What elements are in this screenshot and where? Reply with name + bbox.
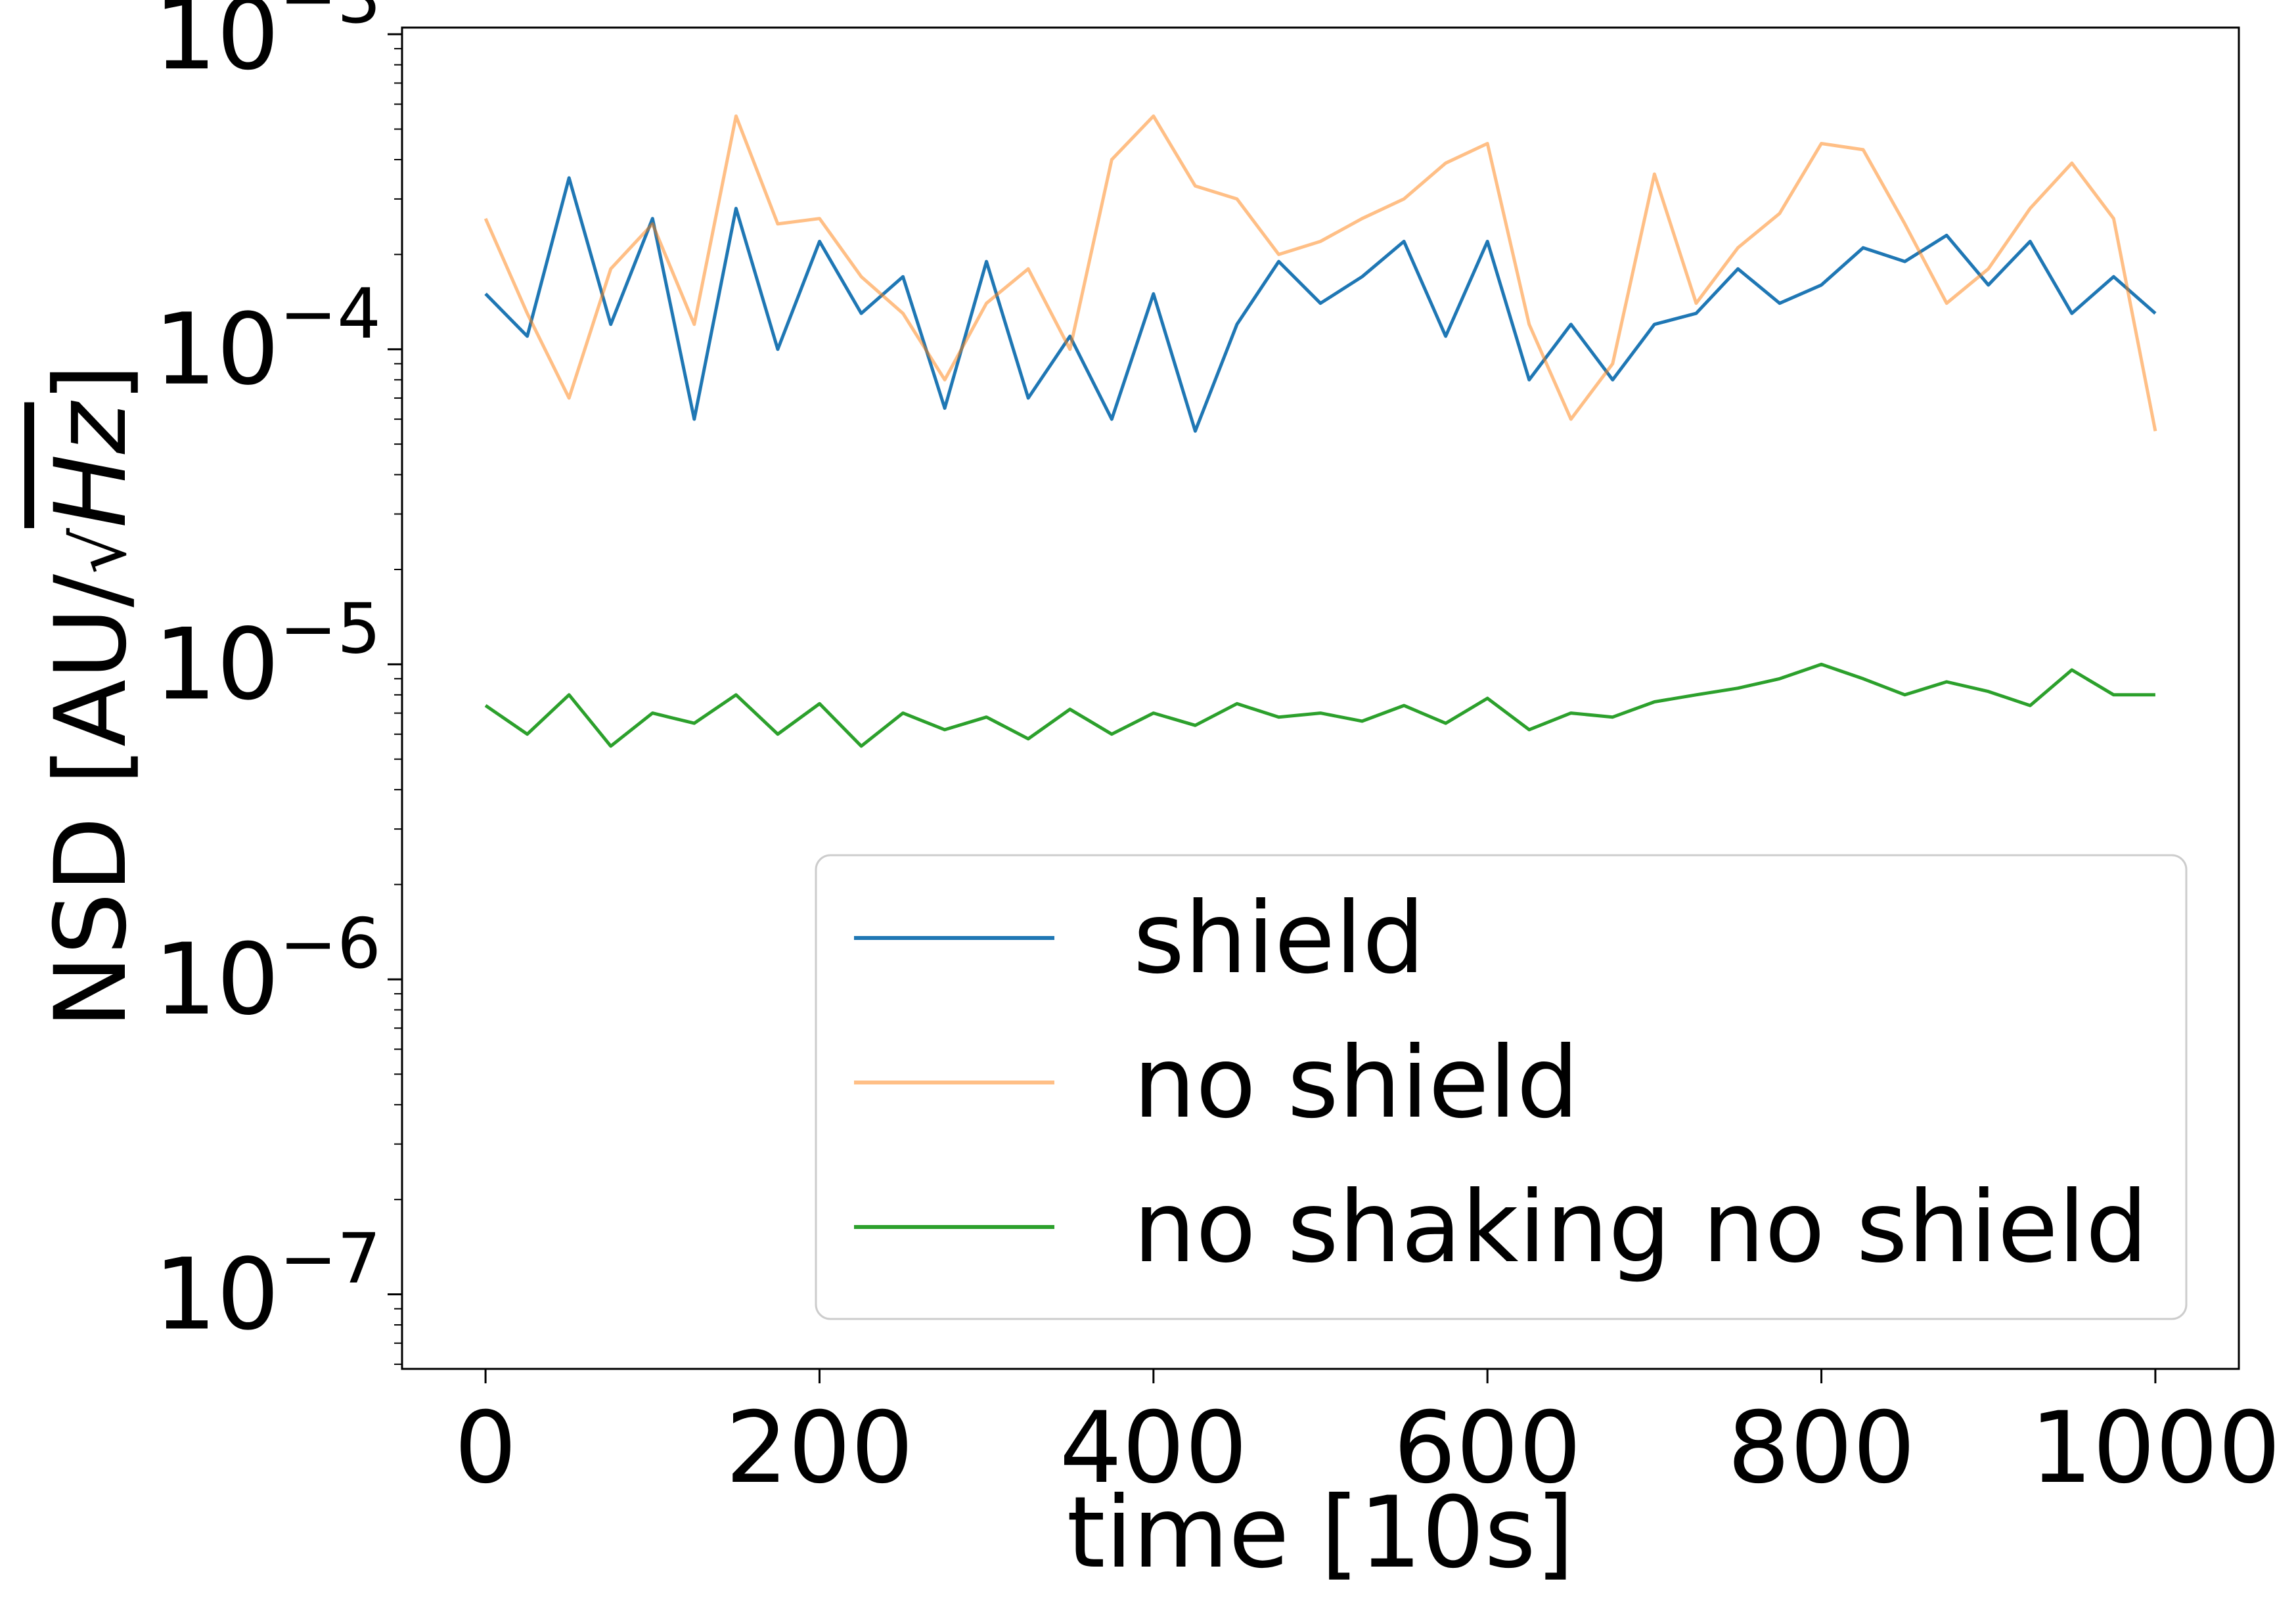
- x-tick-label-2: 400: [1060, 1391, 1248, 1506]
- y-axis-title-radicand: Hz: [34, 400, 148, 528]
- legend-box: [815, 854, 2188, 1320]
- y-axis-title-suffix: ]: [34, 364, 148, 403]
- y-axis: 10−7 10−6 10−5 10−4 10−3: [154, 0, 402, 1365]
- legend-label-2: no shaking no shield: [1133, 1171, 2148, 1285]
- x-tick-label-1: 200: [725, 1391, 913, 1506]
- x-tick-label-5: 1000: [2030, 1391, 2281, 1506]
- x-tick-label-3: 600: [1393, 1391, 1581, 1506]
- legend-label-0: shield: [1133, 881, 1425, 996]
- series-line-2: [484, 662, 2155, 748]
- svg-text:NSD [AU/√Hz]: NSD [AU/√Hz]: [34, 364, 148, 1029]
- x-tick-label-4: 800: [1727, 1391, 1915, 1506]
- y-tick-label-3: 10−4: [154, 274, 381, 407]
- y-tick-label-1: 10−6: [154, 904, 381, 1037]
- y-tick-label-2: 10−5: [154, 589, 381, 722]
- x-axis: 0 200 400 600 800 1000: [454, 1369, 2281, 1506]
- sqrt-sign: √: [58, 527, 142, 574]
- series-layer: [484, 114, 2157, 748]
- x-tick-label-0: 0: [454, 1391, 516, 1506]
- legend: shield no shield no shaking no shield: [815, 854, 2188, 1320]
- y-tick-label-4: 10−3: [154, 0, 381, 92]
- y-axis-title: NSD [AU/√Hz]: [34, 364, 148, 1029]
- y-tick-label-0: 10−7: [154, 1219, 381, 1352]
- series-line-1: [484, 114, 2157, 432]
- y-axis-title-prefix: NSD [AU/: [34, 574, 148, 1029]
- plot-area-frame: [401, 26, 2240, 1370]
- legend-label-1: no shield: [1133, 1026, 1579, 1140]
- series-line-0: [484, 176, 2157, 433]
- x-axis-title: time [10s]: [1067, 1476, 1575, 1590]
